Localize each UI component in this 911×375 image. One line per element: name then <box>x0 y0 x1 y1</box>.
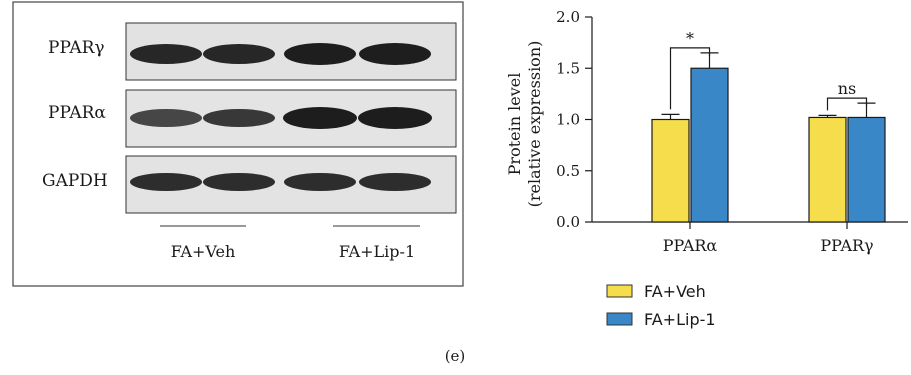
blot-band <box>284 173 356 191</box>
x-tick-label: PPARγ <box>820 236 873 255</box>
blot-band <box>130 109 202 127</box>
legend-label-fa-lip1: FA+Lip-1 <box>644 310 716 329</box>
blot-band <box>203 44 275 64</box>
blot-row-label-ppar-alpha: PPARα <box>48 103 106 123</box>
bar-fa-lip1 <box>847 116 886 223</box>
blot-band <box>359 173 431 191</box>
y-tick-label: 1.0 <box>556 111 580 129</box>
y-tick-label: 2.0 <box>556 8 580 26</box>
y-tick-label: 0.0 <box>556 213 580 231</box>
blot-band <box>130 173 202 191</box>
blot-band <box>283 107 357 129</box>
western-blot-panel: PPARγ PPARα GAPDH FA+Veh FA <box>12 1 464 287</box>
blot-row-label-gapdh: GAPDH <box>42 171 108 191</box>
y-axis-label-line-1: Protein level <box>505 73 524 176</box>
significance-label: ns <box>838 79 857 98</box>
legend-label-fa-veh: FA+Veh <box>644 282 706 301</box>
y-axis-label-line-2: (relative expression) <box>525 41 544 208</box>
blot-band <box>358 107 432 129</box>
legend: FA+Veh FA+Lip-1 <box>606 282 716 329</box>
significance-bracket <box>826 97 868 111</box>
significance-annotations: * ns <box>669 29 868 111</box>
blot-frame <box>12 1 464 287</box>
blot-strip-ppar-alpha <box>125 89 457 148</box>
bars <box>651 67 886 223</box>
y-tick-label: 0.5 <box>556 162 580 180</box>
panel-label: (e) <box>445 347 466 365</box>
bar-fa-lip1 <box>690 67 729 223</box>
blot-strip-ppar-gamma <box>125 22 457 81</box>
bar-fa-veh <box>808 116 847 223</box>
legend-swatch-fa-lip1 <box>606 312 633 326</box>
legend-swatch-fa-veh <box>606 284 633 298</box>
group-label-fa-lip1: FA+Lip-1 <box>339 242 415 261</box>
significance-label: * <box>686 29 694 48</box>
blot-band <box>359 43 431 65</box>
y-tick-label: 1.5 <box>556 59 580 77</box>
x-axis-ticks: PPARα PPARγ <box>663 222 874 255</box>
blot-strip-gapdh <box>125 155 457 214</box>
blot-band <box>130 44 202 64</box>
significance-bracket <box>669 47 711 110</box>
x-tick-label: PPARα <box>663 236 718 255</box>
bar-fa-veh <box>651 118 690 223</box>
blot-band <box>284 43 356 65</box>
group-label-fa-veh: FA+Veh <box>171 242 236 261</box>
blot-band <box>203 109 275 127</box>
protein-level-bar-chart: 0.0 0.5 1.0 1.5 2.0 Protein level (relative … <box>505 8 908 255</box>
y-axis-ticks: 0.0 0.5 1.0 1.5 2.0 <box>556 8 592 231</box>
blot-row-label-ppar-gamma: PPARγ <box>48 38 105 58</box>
blot-band <box>203 173 275 191</box>
